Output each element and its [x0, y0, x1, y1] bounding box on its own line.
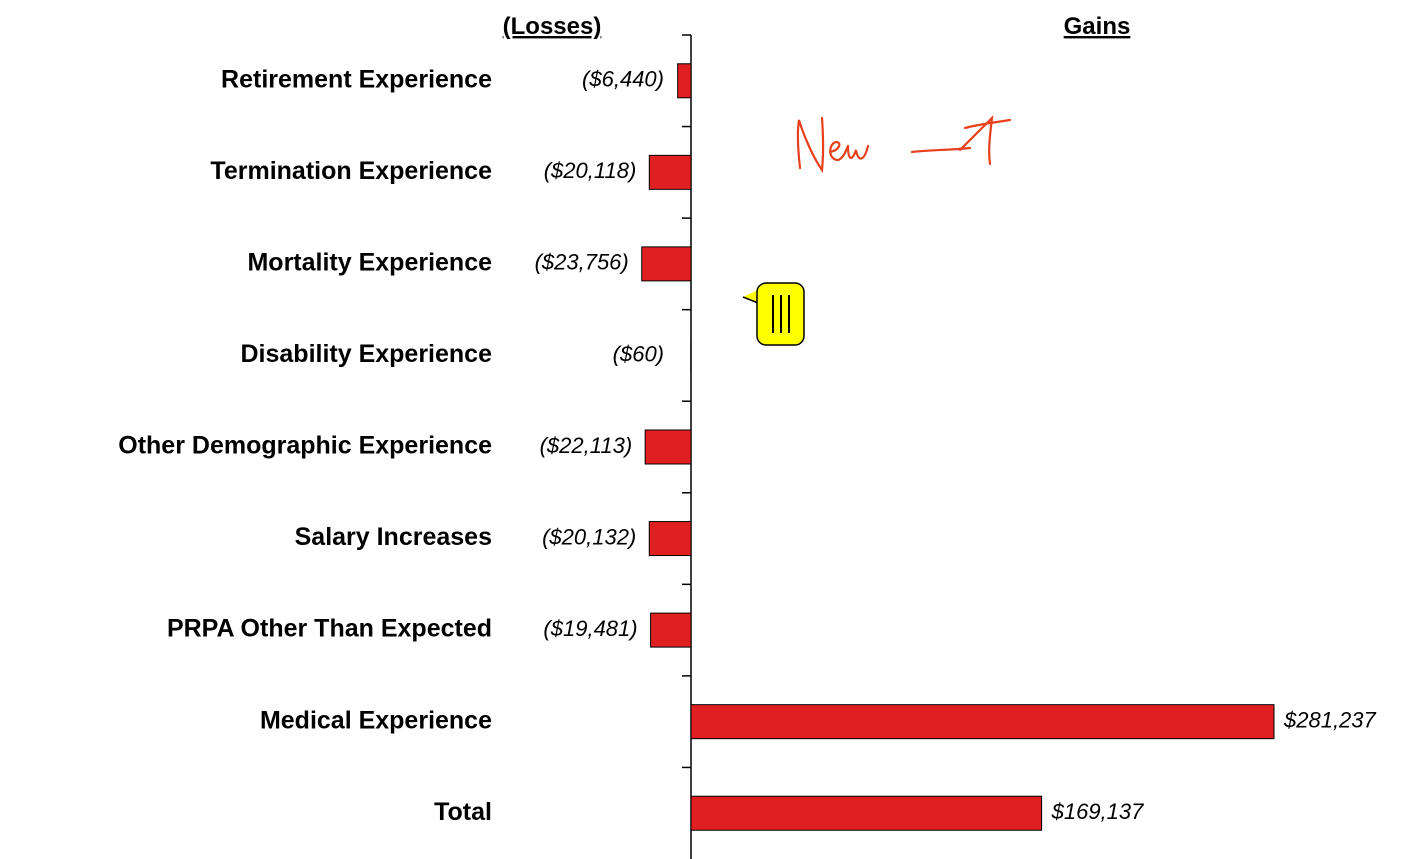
value-label: ($20,118)	[544, 158, 637, 183]
value-label: ($60)	[613, 341, 664, 366]
losses-header: (Losses)	[503, 13, 602, 40]
category-label: Salary Increases	[295, 523, 492, 551]
category-label: Medical Experience	[260, 706, 492, 734]
value-label: ($20,132)	[542, 524, 636, 549]
bar	[648, 154, 692, 190]
value-label: ($19,481)	[543, 616, 637, 641]
bar	[641, 246, 692, 282]
bar	[650, 612, 692, 648]
category-label: Other Demographic Experience	[118, 432, 492, 460]
bar	[677, 63, 692, 99]
bar	[644, 429, 692, 465]
bar	[690, 704, 1275, 740]
category-label: Termination Experience	[210, 157, 492, 185]
category-label: Disability Experience	[240, 340, 492, 368]
value-label: ($23,756)	[535, 250, 629, 275]
value-label: $169,137	[1051, 799, 1145, 824]
category-label: Total	[434, 798, 492, 826]
ink-annotation	[796, 114, 1012, 174]
value-label: $281,237	[1283, 707, 1377, 732]
category-label: PRPA Other Than Expected	[167, 615, 492, 643]
comment-note[interactable]	[742, 282, 805, 346]
category-label: Mortality Experience	[247, 248, 492, 276]
category-label: Retirement Experience	[221, 65, 492, 93]
bar	[648, 521, 692, 557]
bar	[690, 795, 1043, 831]
value-label: ($6,440)	[582, 67, 664, 92]
gains-header: Gains	[1064, 13, 1131, 40]
value-label: ($22,113)	[540, 433, 633, 458]
